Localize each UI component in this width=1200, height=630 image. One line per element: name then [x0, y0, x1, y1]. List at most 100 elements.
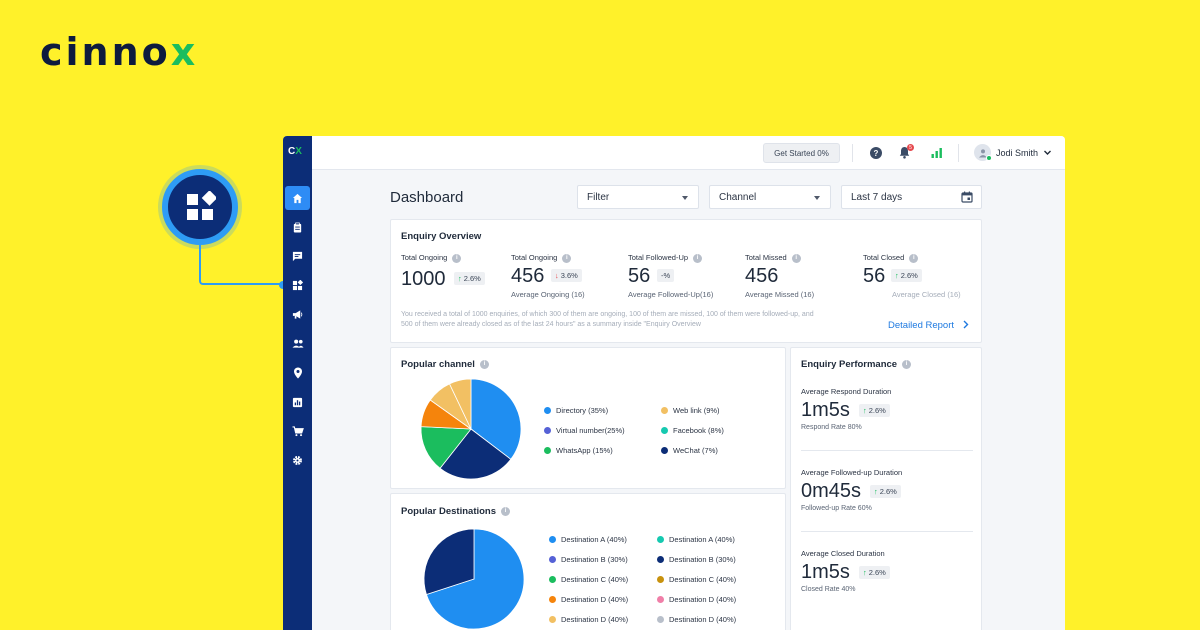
perf-rate: Followed-up Rate 60%	[801, 505, 872, 512]
sidebar-item-store[interactable]	[285, 419, 310, 443]
filter-select-value: Filter	[587, 191, 610, 203]
stat-label: Total Missed i	[745, 253, 801, 263]
date-range-select[interactable]: Last 7 days	[841, 185, 982, 209]
legend-item: Destination B (30%)	[657, 555, 736, 564]
bell-icon[interactable]	[899, 146, 910, 159]
notification-count-badge: 5	[907, 144, 914, 151]
clipboard-icon	[293, 222, 302, 233]
perf-label: Average Followed-up Duration	[801, 468, 903, 477]
info-icon[interactable]: i	[452, 253, 462, 263]
sidebar-item-campaigns[interactable]	[285, 302, 310, 326]
legend-label: Destination B (30%)	[561, 555, 628, 564]
perf-divider	[801, 531, 973, 532]
date-range-value: Last 7 days	[851, 191, 903, 203]
arrow-up-icon: ↑	[863, 568, 867, 577]
page-title: Dashboard	[390, 189, 464, 206]
stat-label: Total Ongoing i	[401, 253, 462, 263]
stat-average: Average Ongoing (16)	[511, 290, 585, 299]
legend-item: Destination C (40%)	[549, 575, 628, 584]
stat-label: Total Closed i	[863, 253, 919, 263]
caret-down-icon	[814, 196, 820, 200]
chat-icon	[292, 251, 303, 261]
pie-slice-directory[interactable]	[470, 378, 522, 460]
sidebar-item-contacts[interactable]	[285, 331, 310, 355]
perf-label: Average Respond Duration	[801, 387, 892, 396]
perf-change-badge: ↑ 2.6%	[870, 485, 901, 498]
stat-change-badge: ↑ 2.6%	[454, 272, 485, 285]
legend-label: Destination C (40%)	[669, 575, 737, 584]
popular-destinations-title: Popular Destinations i	[401, 506, 511, 517]
legend-swatch	[661, 447, 668, 454]
sidebar-item-tasks[interactable]	[285, 215, 310, 239]
stat-value-total-closed: 56	[863, 265, 886, 287]
legend-swatch	[549, 556, 556, 563]
help-icon[interactable]: ?	[870, 147, 882, 159]
popular-channel-title: Popular channel i	[401, 359, 489, 370]
legend-item: Destination B (30%)	[549, 555, 628, 564]
legend-item: Destination C (40%)	[657, 575, 736, 584]
perf-change-badge: ↑ 2.6%	[859, 566, 890, 579]
info-icon[interactable]: i	[501, 506, 511, 516]
pie-slice-destination-a[interactable]	[425, 528, 525, 630]
stat-value-total-missed: 456	[745, 265, 779, 287]
legend-swatch	[549, 536, 556, 543]
user-name[interactable]: Jodi Smith	[996, 148, 1039, 158]
enquiry-performance-card: Enquiry Performance i Average Respond Dur…	[790, 347, 982, 630]
pie-slice-virtual-number[interactable]	[439, 428, 512, 480]
legend-item: Destination D (40%)	[657, 595, 736, 604]
legend-swatch	[657, 556, 664, 563]
stat-label: Total Followed-Up i	[628, 253, 703, 263]
sidebar-item-home[interactable]	[285, 186, 310, 210]
stat-average: Average Followed-Up(16)	[628, 290, 714, 299]
sidebar-item-widgets[interactable]	[285, 273, 310, 297]
legend-swatch	[657, 616, 664, 623]
legend-label: Destination C (40%)	[561, 575, 629, 584]
user-icon	[978, 148, 987, 157]
arrow-up-icon: ↑	[863, 406, 867, 415]
legend-item: Destination D (40%)	[657, 615, 736, 624]
legend-item: Facebook (8%)	[661, 426, 724, 435]
home-icon	[292, 193, 303, 203]
legend-item: WeChat (7%)	[661, 446, 718, 455]
info-icon[interactable]: i	[562, 253, 572, 263]
info-icon[interactable]: i	[693, 253, 703, 263]
stat-change-badge: -%	[657, 269, 675, 282]
info-icon[interactable]: i	[791, 253, 801, 263]
app-window: CX Get Started	[283, 136, 1065, 630]
legend-swatch	[544, 407, 551, 414]
arrow-up-icon: ↑	[458, 274, 462, 283]
perf-value: 0m45s	[801, 480, 862, 502]
arrow-up-icon: ↑	[874, 487, 878, 496]
sidebar-item-locations[interactable]	[285, 361, 310, 385]
sidebar-item-settings[interactable]	[285, 448, 310, 472]
calendar-icon[interactable]	[961, 191, 973, 203]
legend-label: WeChat (7%)	[673, 446, 718, 455]
legend-swatch	[544, 427, 551, 434]
pie-slice-whatsapp[interactable]	[420, 426, 472, 469]
stat-label: Total Ongoing i	[511, 253, 572, 263]
channel-select-value: Channel	[719, 191, 757, 203]
chevron-down-icon[interactable]	[1043, 148, 1052, 157]
sidebar-item-reports[interactable]	[285, 390, 310, 414]
gear-icon	[293, 455, 302, 465]
pie-slice-wechat[interactable]	[448, 378, 472, 430]
legend-swatch	[657, 536, 664, 543]
stat-change-badge: ↑ 2.6%	[891, 269, 922, 282]
location-icon	[293, 367, 302, 379]
legend-item: Web link (9%)	[661, 406, 720, 415]
arrow-up-icon: ↑	[895, 271, 899, 280]
detailed-report-link[interactable]: Detailed Report	[888, 320, 970, 331]
filter-select[interactable]: Filter	[577, 185, 699, 209]
sidebar: CX	[283, 136, 312, 630]
enquiry-overview-card: Enquiry Overview Total Ongoing i 1000 ↑ 2.…	[390, 219, 982, 343]
channel-select[interactable]: Channel	[709, 185, 831, 209]
info-icon[interactable]: i	[902, 359, 912, 369]
popular-destinations-pie-chart	[423, 528, 525, 630]
legend-item: WhatsApp (15%)	[544, 446, 613, 455]
sidebar-item-messages[interactable]	[285, 244, 310, 268]
get-started-button[interactable]: Get Started 0%	[763, 143, 840, 163]
sidebar-logo[interactable]: CX	[288, 146, 302, 157]
info-icon[interactable]: i	[909, 253, 919, 263]
pie-slice-destination-b[interactable]	[423, 528, 475, 595]
info-icon[interactable]: i	[479, 359, 489, 369]
